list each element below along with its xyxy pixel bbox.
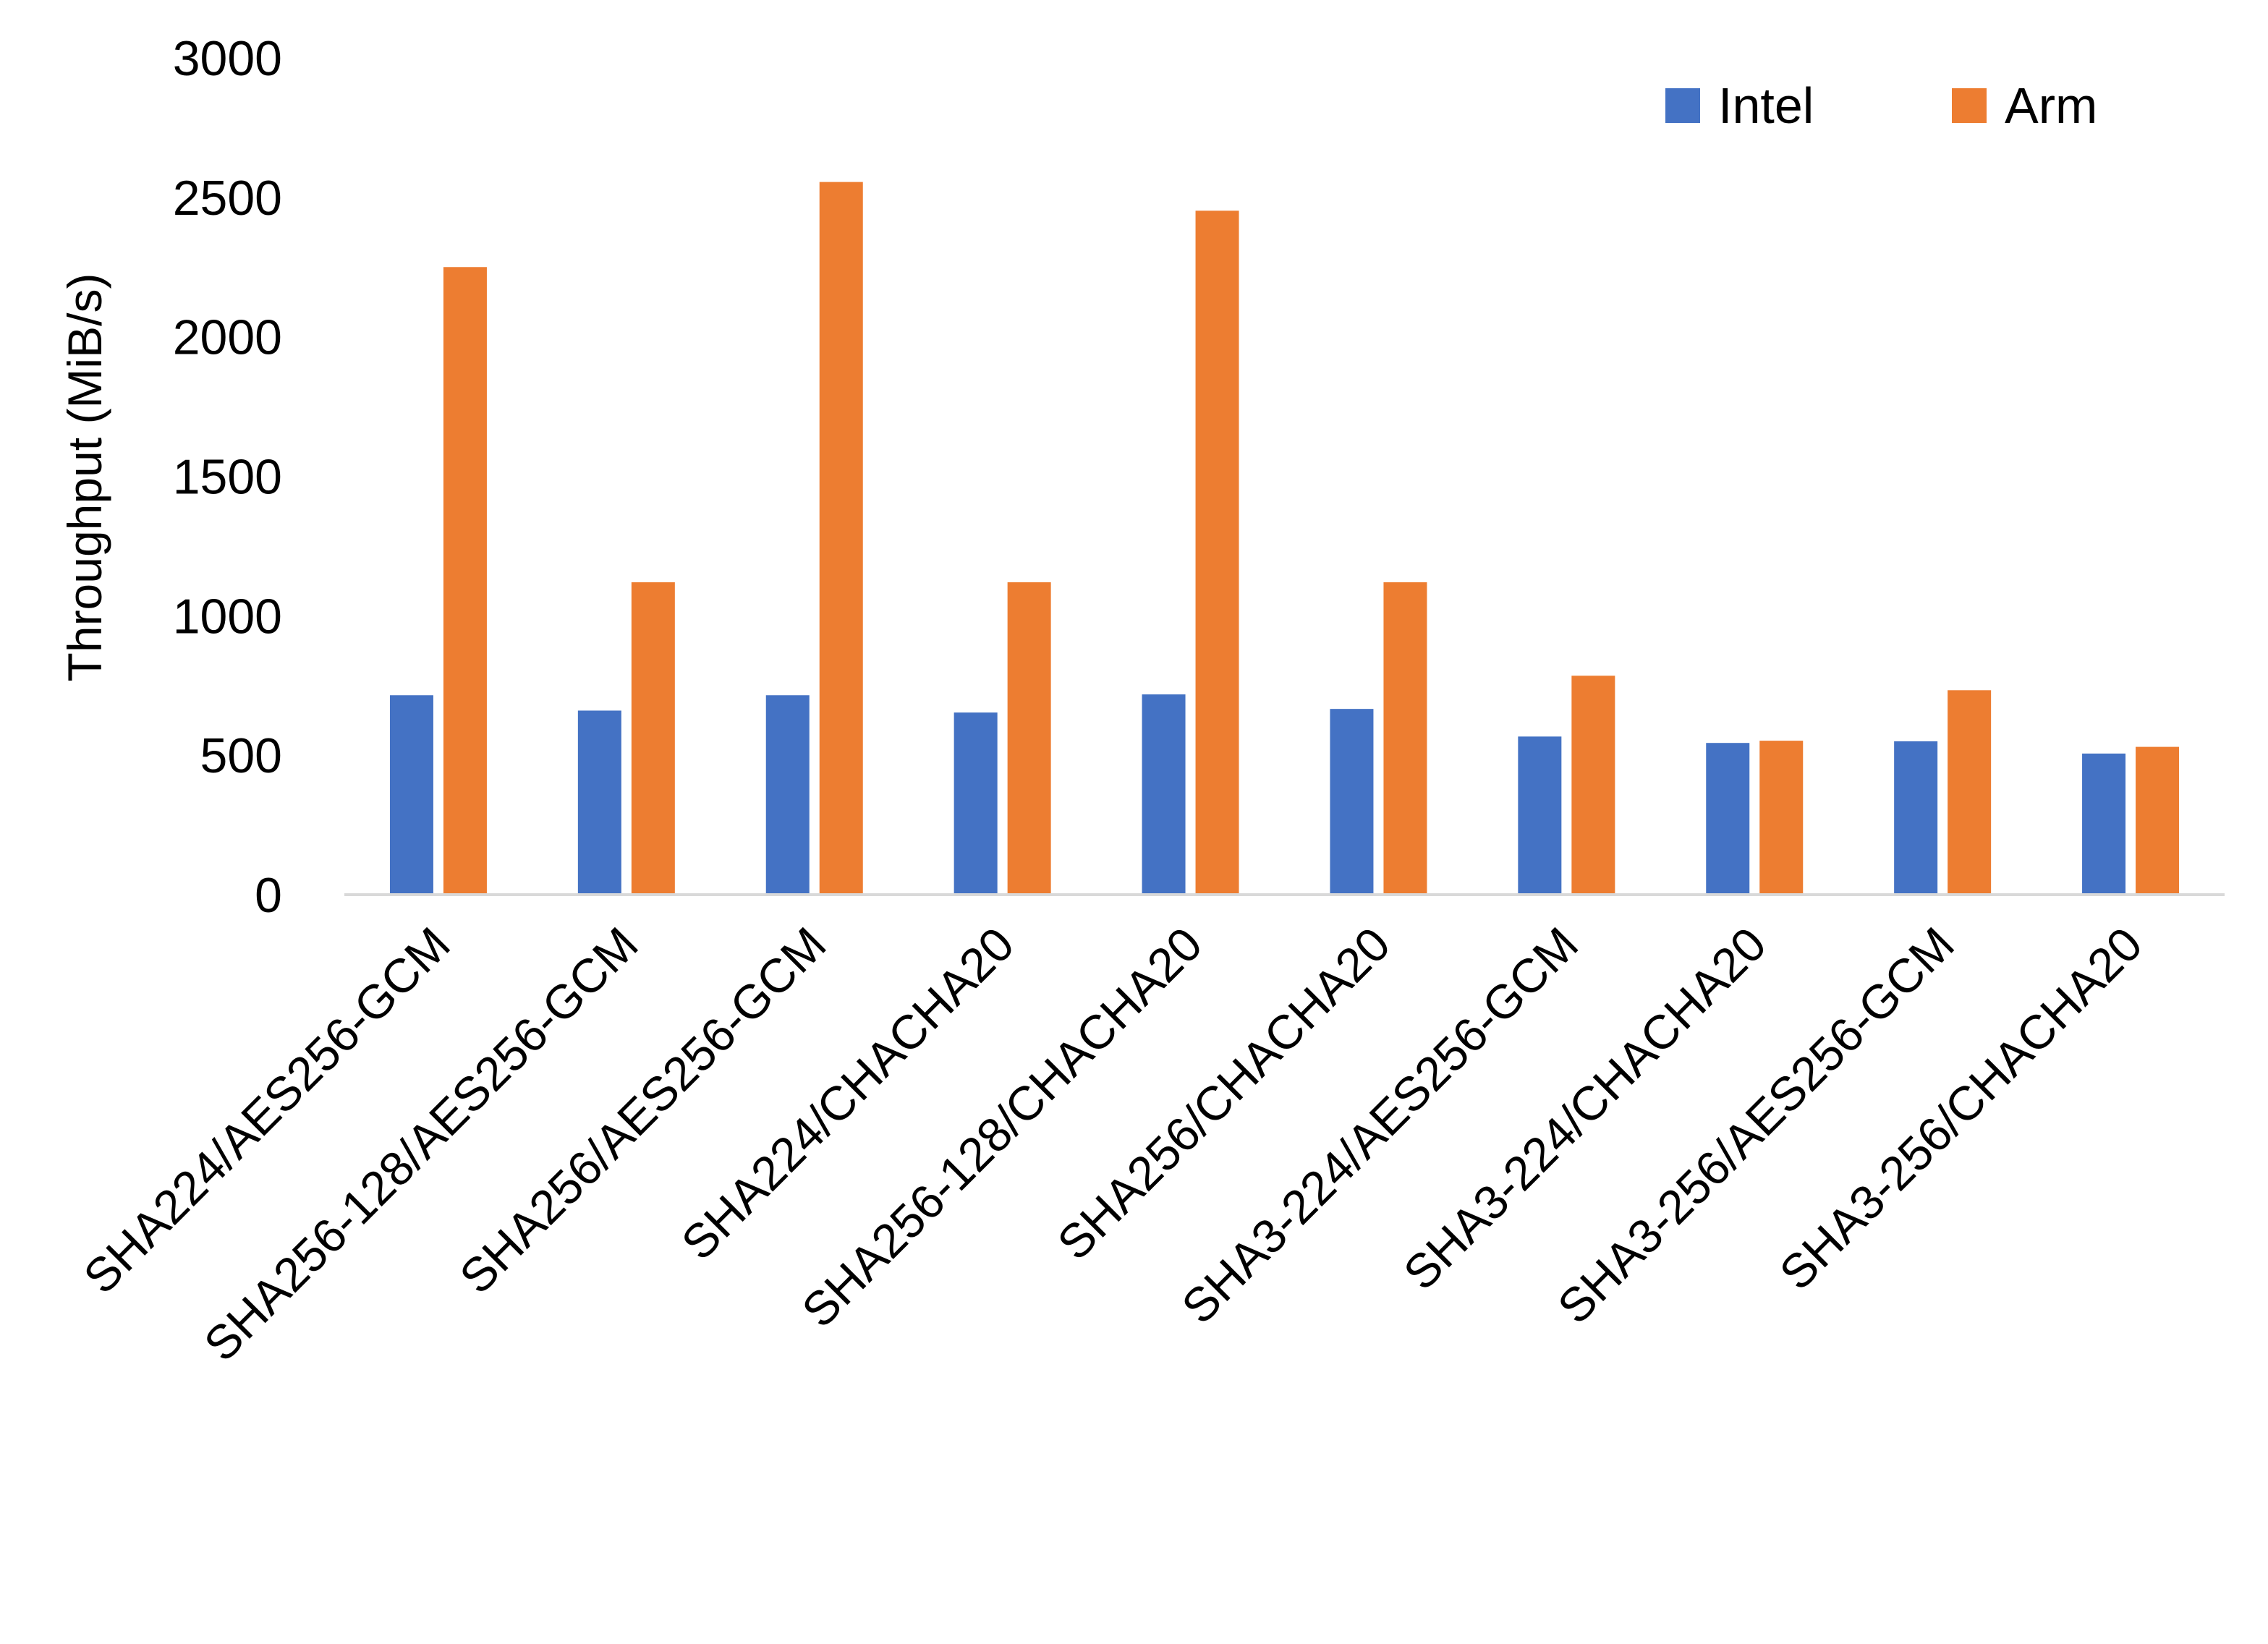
x-tick-label: SHA224/AES256-GCM xyxy=(73,917,460,1304)
x-tick-label: SHA256/CHACHA20 xyxy=(1047,917,1400,1270)
x-tick-label: SHA3-256/AES256-GCM xyxy=(1547,917,1964,1334)
y-tick-label: 0 xyxy=(255,868,282,923)
y-tick-label: 1500 xyxy=(173,450,282,505)
x-tick-label: SHA3-224/AES256-GCM xyxy=(1171,917,1588,1334)
bar-intel xyxy=(1706,743,1750,895)
bar-intel xyxy=(1142,694,1186,895)
bar-intel xyxy=(1330,709,1374,895)
y-tick-label: 2500 xyxy=(173,171,282,226)
bar-arm xyxy=(819,182,863,895)
bar-intel xyxy=(1894,741,1938,895)
x-tick-label: SHA224/CHACHA20 xyxy=(671,917,1024,1270)
legend: Intel Arm xyxy=(1665,77,2097,134)
legend-swatch-intel xyxy=(1665,88,1700,123)
bar-arm xyxy=(1759,741,1804,895)
bar-arm xyxy=(1195,210,1239,895)
bar-arm xyxy=(631,582,675,895)
x-tick-label: SHA256/AES256-GCM xyxy=(449,917,836,1304)
bar-intel xyxy=(2082,753,2126,895)
bar-arm xyxy=(1948,690,1992,895)
bar-intel xyxy=(577,710,621,895)
bar-arm xyxy=(1383,582,1427,895)
bar-intel xyxy=(389,695,433,895)
bar-arm xyxy=(1571,676,1615,895)
bar-arm xyxy=(2136,746,2180,895)
y-tick-label: 500 xyxy=(200,728,282,783)
legend-label-intel: Intel xyxy=(1718,77,1814,134)
x-tick-label: SHA3-256/CHACHA20 xyxy=(1769,917,2152,1300)
legend-label-arm: Arm xyxy=(2005,77,2097,134)
bar-arm xyxy=(1007,582,1051,895)
bar-intel xyxy=(765,695,810,895)
legend-swatch-arm xyxy=(1952,88,1987,123)
y-tick-label: 1000 xyxy=(173,589,282,644)
y-tick-label: 2000 xyxy=(173,310,282,365)
bar-arm xyxy=(443,267,487,895)
x-tick-label: SHA256-128/CHACHA20 xyxy=(791,917,1212,1338)
y-axis-label: Throughput (MiB/s) xyxy=(58,273,111,682)
bar-intel xyxy=(954,712,998,895)
x-tick-label: SHA3-224/CHACHA20 xyxy=(1393,917,1777,1300)
bar-intel xyxy=(1518,736,1562,895)
y-tick-label: 3000 xyxy=(173,31,282,86)
